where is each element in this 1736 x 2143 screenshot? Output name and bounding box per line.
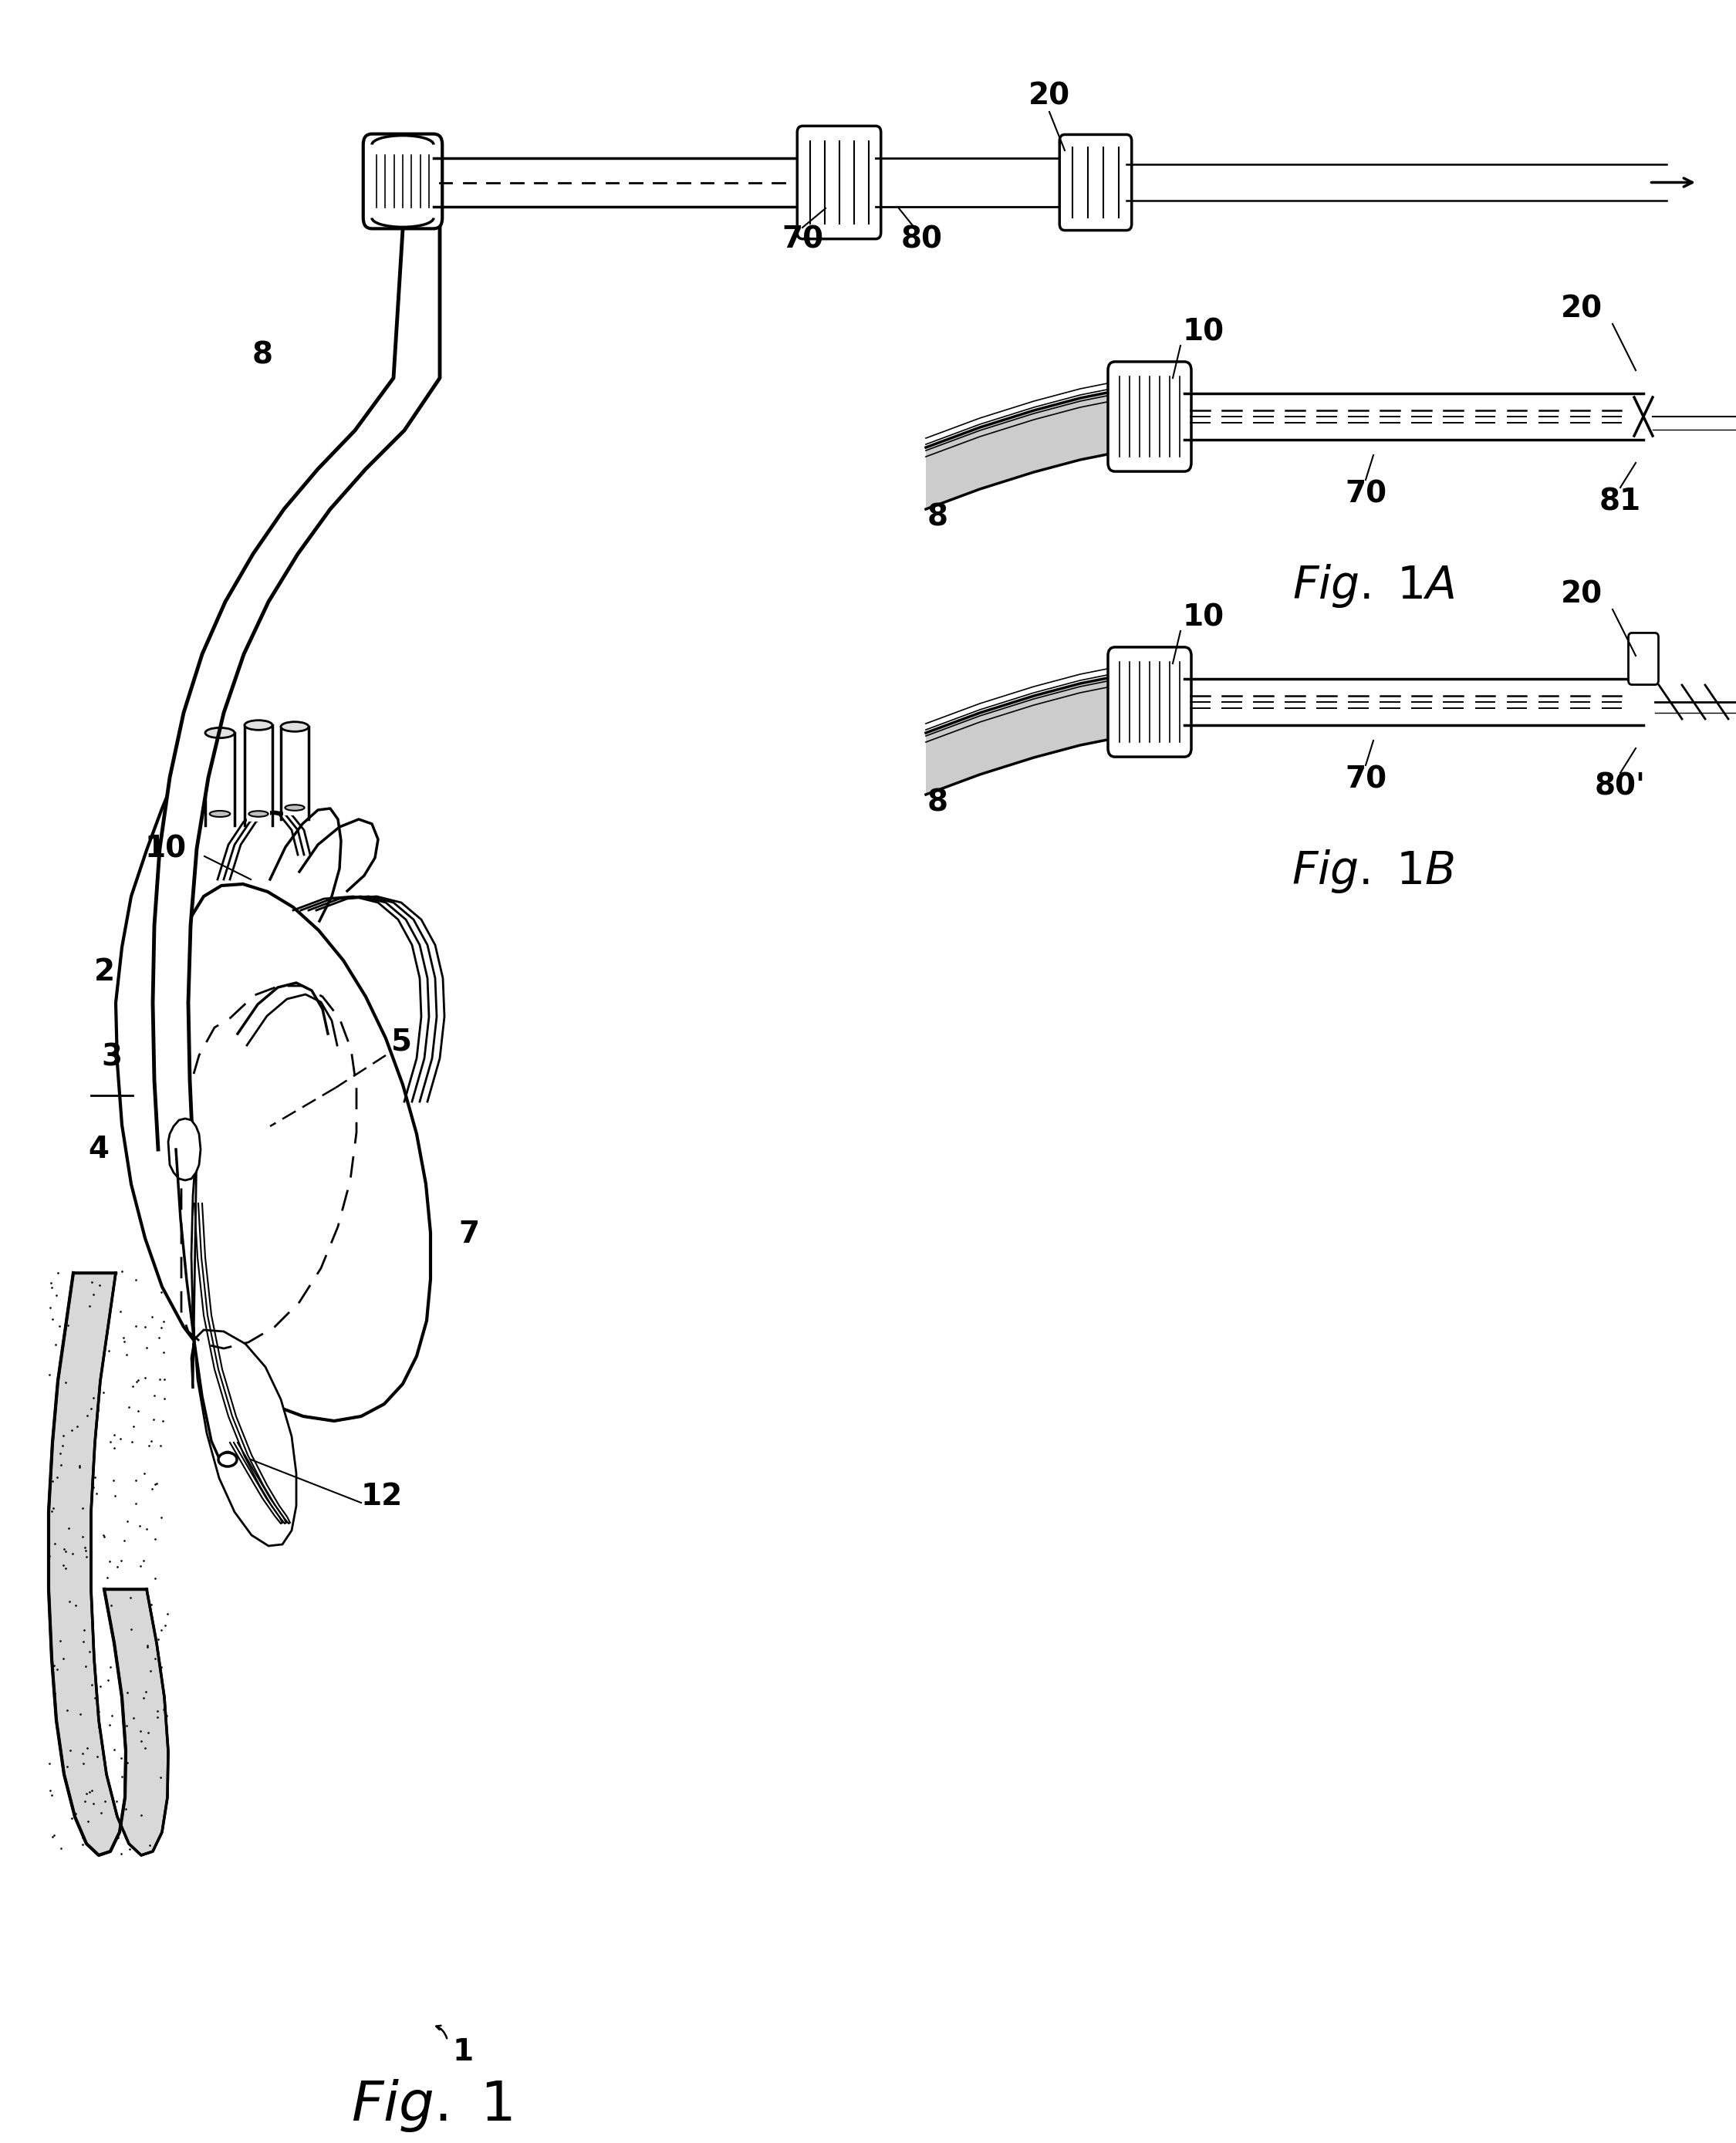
- Ellipse shape: [205, 729, 234, 737]
- Ellipse shape: [248, 810, 267, 816]
- Text: $\mathit{Fig.\ 1B}$: $\mathit{Fig.\ 1B}$: [1292, 849, 1455, 896]
- Text: 81: 81: [1599, 486, 1641, 516]
- FancyBboxPatch shape: [363, 133, 443, 229]
- Ellipse shape: [220, 1451, 234, 1464]
- Text: 10: 10: [146, 834, 187, 864]
- FancyBboxPatch shape: [1108, 647, 1191, 756]
- Polygon shape: [925, 671, 1149, 795]
- Polygon shape: [153, 204, 439, 1149]
- FancyBboxPatch shape: [1108, 362, 1191, 471]
- Polygon shape: [116, 741, 431, 1421]
- FancyBboxPatch shape: [1628, 632, 1658, 684]
- Text: 20: 20: [1561, 579, 1602, 609]
- Polygon shape: [1184, 394, 1644, 439]
- Text: 8: 8: [927, 501, 948, 531]
- Text: $\mathit{Fig.\ 1A}$: $\mathit{Fig.\ 1A}$: [1292, 564, 1455, 611]
- Text: 2: 2: [94, 958, 115, 986]
- Ellipse shape: [219, 1453, 236, 1466]
- Text: 12: 12: [361, 1483, 403, 1511]
- FancyBboxPatch shape: [1059, 135, 1132, 229]
- Text: 70: 70: [1345, 765, 1387, 793]
- Ellipse shape: [281, 722, 309, 731]
- Text: 70: 70: [781, 225, 823, 253]
- Text: 80: 80: [901, 225, 943, 253]
- Ellipse shape: [285, 806, 304, 810]
- Polygon shape: [168, 1119, 201, 1181]
- Polygon shape: [247, 729, 271, 821]
- Text: 8: 8: [252, 341, 273, 369]
- Text: 10: 10: [1182, 317, 1224, 347]
- Text: 1: 1: [453, 2038, 474, 2066]
- Text: 20: 20: [1561, 294, 1602, 324]
- Text: 70: 70: [1345, 480, 1387, 508]
- Text: 8: 8: [927, 789, 948, 816]
- Text: 5: 5: [391, 1026, 411, 1056]
- Polygon shape: [1184, 679, 1644, 724]
- Polygon shape: [208, 737, 233, 821]
- Polygon shape: [925, 386, 1149, 510]
- FancyBboxPatch shape: [797, 126, 880, 238]
- Text: 20: 20: [1028, 81, 1069, 111]
- Text: $\mathit{Fig.\ 1}$: $\mathit{Fig.\ 1}$: [351, 2079, 512, 2134]
- Ellipse shape: [210, 810, 231, 816]
- Text: 3: 3: [101, 1041, 122, 1072]
- Polygon shape: [191, 1142, 297, 1545]
- Polygon shape: [434, 159, 802, 206]
- Text: 80': 80': [1595, 771, 1646, 801]
- Text: 4: 4: [89, 1136, 109, 1164]
- Text: 7: 7: [458, 1219, 479, 1249]
- Polygon shape: [283, 731, 306, 814]
- Polygon shape: [49, 1273, 168, 1856]
- Ellipse shape: [245, 720, 273, 731]
- Polygon shape: [875, 159, 1064, 206]
- Text: 10: 10: [1182, 602, 1224, 632]
